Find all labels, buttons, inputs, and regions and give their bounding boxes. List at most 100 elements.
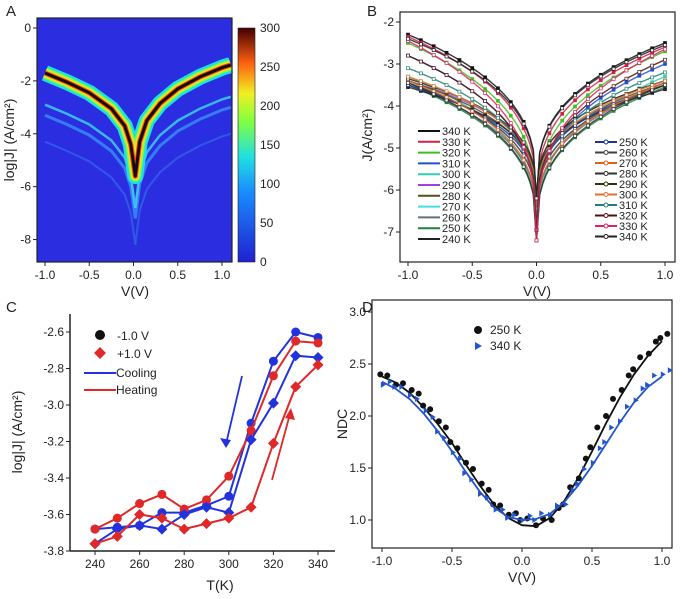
- cooling-arrow: [225, 375, 243, 445]
- series-point: [470, 113, 475, 117]
- series-point: [598, 111, 603, 115]
- series-point: [611, 67, 616, 71]
- x-tick-label: 0.5: [584, 554, 601, 568]
- data-point: [630, 366, 637, 373]
- data-point: [268, 356, 278, 366]
- series-point: [598, 92, 603, 97]
- series-point: [431, 66, 436, 70]
- data-point: [450, 449, 456, 456]
- data-point: [469, 476, 475, 483]
- x-tick-label: 1.0: [214, 268, 231, 282]
- series-point: [650, 83, 655, 88]
- x-tick-label: 280: [174, 557, 194, 571]
- data-point: [178, 509, 190, 520]
- y-axis-label: log|J| (A/cm²): [1, 99, 17, 182]
- legend-label: 340 K: [619, 232, 648, 244]
- y-tick-label: -3.2: [43, 435, 64, 449]
- x-tick-label: -0.5: [79, 268, 100, 282]
- series-point: [586, 83, 590, 87]
- series-point: [547, 149, 552, 153]
- data-point: [602, 439, 608, 445]
- data-point: [570, 486, 576, 493]
- data-point: [512, 511, 518, 518]
- panel-label-d: D: [362, 299, 373, 316]
- data-point: [493, 506, 499, 513]
- data-point: [89, 538, 101, 550]
- x-tick-label: 1.0: [654, 554, 671, 568]
- data-point: [575, 475, 582, 482]
- series-point: [586, 108, 590, 113]
- legend-label: 310 K: [442, 158, 471, 170]
- data-point: [582, 455, 589, 462]
- series-point: [534, 196, 539, 201]
- series-point: [598, 114, 603, 119]
- series-point: [611, 93, 616, 98]
- series-point: [470, 89, 475, 94]
- data-point: [135, 499, 145, 509]
- data-point: [533, 522, 539, 529]
- series-point: [431, 53, 436, 57]
- x-axis-label: V(V): [508, 569, 536, 585]
- data-point: [400, 380, 406, 387]
- x-tick-label: -0.5: [462, 268, 483, 282]
- series-point: [431, 92, 436, 96]
- series-point: [560, 147, 565, 151]
- series-point: [611, 107, 616, 111]
- panel-label-a: A: [6, 3, 16, 20]
- data-point: [667, 367, 673, 374]
- series-point: [624, 60, 629, 64]
- x-tick-label: 300: [219, 557, 239, 571]
- series-point: [444, 54, 449, 59]
- legend-marker-diamond: [94, 347, 106, 359]
- data-point: [664, 330, 671, 337]
- series-point: [663, 74, 667, 79]
- series-point: [444, 83, 449, 87]
- data-point: [645, 381, 651, 388]
- series-point: [419, 79, 423, 83]
- series-point: [586, 123, 590, 128]
- colorbar-tick-label: 100: [260, 177, 280, 191]
- series-point: [419, 86, 423, 91]
- legend-label: Heating: [116, 383, 157, 397]
- series-point: [470, 97, 475, 101]
- x-tick-label: 240: [85, 557, 105, 571]
- x-tick-label: 1.0: [657, 268, 674, 282]
- data-point: [408, 392, 413, 399]
- series-point: [406, 81, 410, 85]
- series-point: [457, 61, 462, 66]
- legend-marker-circle: [474, 326, 482, 334]
- x-axis-label: V(V): [121, 283, 149, 299]
- y-tick-label: -6: [20, 180, 31, 194]
- legend-label: 260 K: [442, 212, 471, 224]
- series-point: [444, 61, 449, 65]
- data-point: [618, 418, 623, 425]
- colorbar-tick-label: 0: [260, 255, 267, 269]
- series-point: [496, 98, 500, 103]
- data-point: [548, 511, 553, 518]
- series-point: [431, 48, 436, 52]
- series-point: [470, 109, 475, 114]
- series-point: [508, 140, 513, 145]
- cooling-arrowhead-icon: [220, 438, 231, 448]
- series-point: [650, 75, 655, 80]
- series-point: [573, 118, 577, 123]
- series-point: [483, 75, 487, 80]
- series-point: [624, 63, 629, 68]
- data-point: [290, 381, 302, 393]
- series-point: [637, 94, 642, 98]
- data-point: [392, 383, 398, 390]
- series-point: [444, 73, 449, 77]
- x-tick-label: 0.5: [592, 268, 609, 282]
- series-point: [560, 106, 565, 111]
- legend-label: 290 K: [442, 180, 471, 192]
- legend-marker-circle: [95, 330, 105, 340]
- series-point: [586, 93, 590, 98]
- data-point: [178, 523, 190, 535]
- data-point: [224, 471, 234, 481]
- y-tick-label: -6: [383, 183, 394, 197]
- series-point: [406, 66, 410, 71]
- y-tick-label: 0: [24, 21, 31, 35]
- colorbar-tick-label: 50: [260, 216, 274, 230]
- legend-label: 240 K: [442, 234, 471, 246]
- plot-frame: [399, 11, 676, 263]
